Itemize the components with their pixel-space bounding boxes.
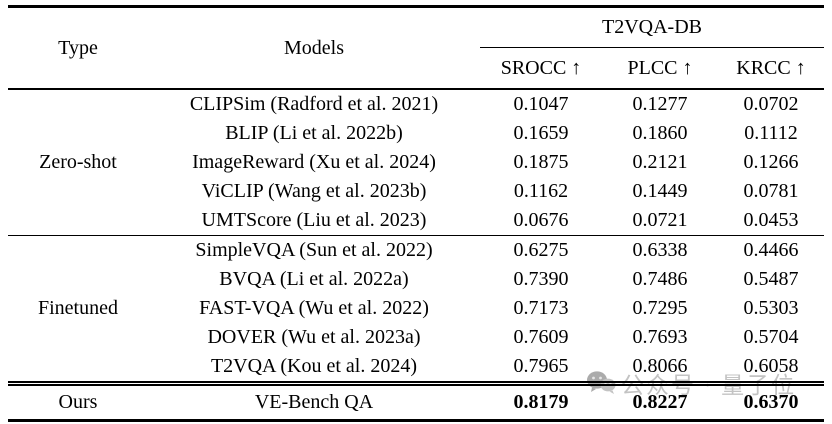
- cell-plcc: 0.6338: [602, 235, 718, 265]
- cell-srocc: 0.7390: [513, 268, 569, 290]
- cell-plcc: 0.0721: [632, 209, 688, 231]
- col-header-models: Models: [148, 5, 480, 90]
- table-row: BLIP (Li et al. 2022b) 0.1659 0.1860 0.1…: [8, 119, 824, 148]
- model-name: DOVER (Wu et al. 2023a): [207, 326, 421, 348]
- model-name: ImageReward (Xu et al. 2024): [192, 151, 436, 173]
- model-name: ViCLIP (Wang et al. 2023b): [201, 180, 427, 202]
- cell-krcc: 0.5704: [743, 326, 799, 348]
- model-name: BVQA (Li et al. 2022a): [219, 268, 409, 290]
- cell-plcc: 0.8066: [632, 355, 688, 377]
- cell-krcc: 0.1266: [743, 151, 799, 173]
- cell-srocc: 0.6275: [480, 235, 602, 265]
- col-header-srocc: SROCC ↑: [480, 47, 602, 90]
- table-row: ViCLIP (Wang et al. 2023b) 0.1162 0.1449…: [8, 177, 824, 206]
- cell-plcc: 0.1277: [632, 93, 688, 115]
- model-name: UMTScore (Liu et al. 2023): [201, 209, 427, 231]
- cell-srocc: 0.1875: [513, 151, 569, 173]
- cell-plcc: 0.7295: [632, 297, 688, 319]
- results-table: Type Models T2VQA-DB SROCC ↑ PLCC ↑ KRCC…: [8, 5, 824, 422]
- section-label-ours: Ours: [8, 381, 148, 422]
- table-row: UMTScore (Liu et al. 2023) 0.0676 0.0721…: [8, 206, 824, 236]
- cell-krcc: 0.1112: [744, 122, 798, 144]
- model-name: SimpleVQA (Sun et al. 2022): [148, 235, 480, 265]
- cell-srocc: 0.0676: [513, 209, 569, 231]
- model-name: T2VQA (Kou et al. 2024): [210, 355, 418, 377]
- cell-srocc: 0.7173: [513, 297, 569, 319]
- table-row: T2VQA (Kou et al. 2024) 0.7965 0.8066 0.…: [8, 352, 824, 384]
- section-label-zero-shot: Zero-shot: [39, 151, 117, 173]
- cell-srocc: 0.1659: [513, 122, 569, 144]
- cell-krcc: 0.0453: [743, 209, 799, 231]
- cell-srocc: 0.7609: [513, 326, 569, 348]
- cell-srocc: 0.7965: [513, 355, 569, 377]
- model-name: BLIP (Li et al. 2022b): [225, 122, 403, 144]
- cell-krcc: 0.5487: [743, 268, 799, 290]
- col-header-type: Type: [8, 5, 148, 90]
- cell-plcc: 0.1860: [632, 122, 688, 144]
- table-row: BVQA (Li et al. 2022a) 0.7390 0.7486 0.5…: [8, 265, 824, 294]
- table-row: FAST-VQA (Wu et al. 2022) 0.7173 0.7295 …: [8, 294, 824, 323]
- col-header-plcc: PLCC ↑: [602, 47, 718, 90]
- cell-krcc: 0.6058: [743, 355, 799, 377]
- cell-krcc: 0.0702: [743, 93, 799, 115]
- model-name: CLIPSim (Radford et al. 2021): [189, 93, 439, 115]
- cell-krcc: 0.4466: [718, 235, 824, 265]
- model-name: VE-Bench QA: [148, 381, 480, 422]
- cell-krcc: 0.0781: [743, 180, 799, 202]
- cell-srocc: 0.8179: [480, 381, 602, 422]
- cell-krcc: 0.6370: [718, 381, 824, 422]
- table-row: Finetuned SimpleVQA (Sun et al. 2022) 0.…: [8, 235, 824, 384]
- section-label-finetuned: Finetuned: [8, 235, 148, 384]
- cell-srocc: 0.1047: [513, 93, 569, 115]
- model-name: FAST-VQA (Wu et al. 2022): [199, 297, 429, 319]
- col-header-krcc: KRCC ↑: [718, 47, 824, 90]
- cell-plcc: 0.7693: [632, 326, 688, 348]
- table-row: DOVER (Wu et al. 2023a) 0.7609 0.7693 0.…: [8, 323, 824, 352]
- cell-plcc: 0.1449: [632, 180, 688, 202]
- cell-srocc: 0.1162: [513, 180, 569, 202]
- table-row: ImageReward (Xu et al. 2024) 0.1875 0.21…: [8, 148, 824, 177]
- cell-plcc: 0.8227: [602, 381, 718, 422]
- cell-plcc: 0.7486: [632, 268, 688, 290]
- table-row-ours: Ours VE-Bench QA 0.8179 0.8227 0.6370: [8, 381, 824, 422]
- table-row: Zero-shot CLIPSim (Radford et al. 2021) …: [8, 89, 824, 173]
- cell-krcc: 0.5303: [743, 297, 799, 319]
- col-header-group: T2VQA-DB: [480, 5, 824, 48]
- cell-plcc: 0.2121: [632, 151, 688, 173]
